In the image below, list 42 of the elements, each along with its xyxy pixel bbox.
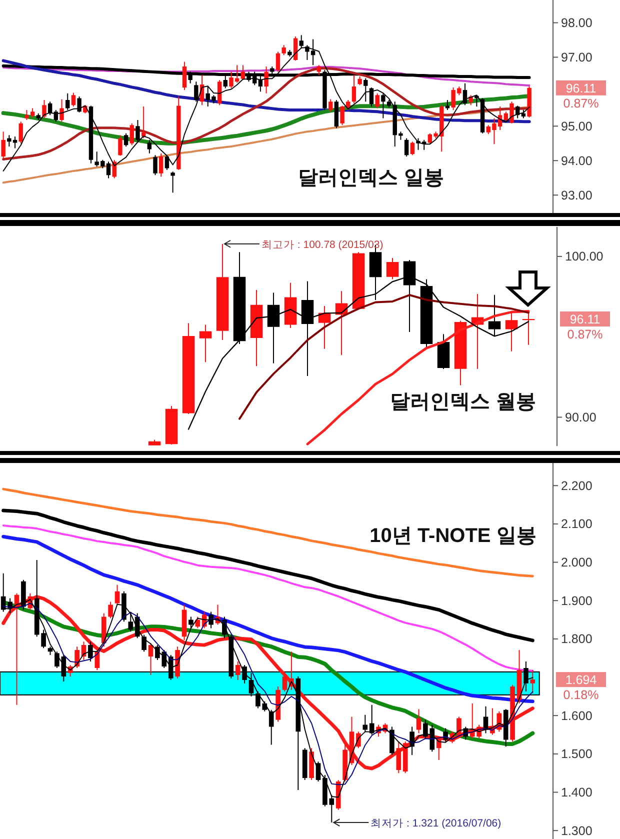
y-tick-label: 93.00 [561,188,592,202]
text: 0.18% [563,688,599,702]
candlestick [505,312,518,352]
candlestick [488,294,501,336]
y-tick-label: 1.500 [561,747,592,762]
y-tick-label: 97.00 [561,50,592,65]
line-series [2,508,534,642]
y-tick-label: 1.800 [561,632,592,646]
candlestick [170,172,175,193]
candlestick [182,323,195,414]
y-tick-label: 90.00 [565,410,596,425]
line-series [2,66,530,86]
y-tick-label: 94.00 [561,154,592,168]
y-tick-label: 95.00 [561,119,592,134]
candlestick [386,258,399,280]
y-tick-label: 2.000 [561,556,592,570]
annotation: 최저가 : 1.321 (2016/07/06) [370,818,502,830]
text: 96.11 [570,312,600,326]
text: 96.11 [566,81,596,96]
text: 1.694 [565,673,597,688]
candlestick [148,440,161,446]
y-tick-label: 2.100 [561,517,592,532]
y-tick-label: 100.00 [565,250,604,264]
y-tick-label: 1.400 [561,786,592,800]
candlestick [199,324,212,362]
text: 10년 T-NOTE 일봉 [370,525,536,547]
line-series [2,59,531,124]
y-tick-label: 1.300 [561,824,592,838]
annotation: 최고가 : 100.78 (2015/03) [262,238,384,251]
candlestick [165,406,178,445]
candlestick [364,78,368,102]
line-series [2,488,534,578]
line-series [2,524,534,672]
text: 0.87% [563,96,599,110]
text: 달러인덱스 일봉 [298,167,444,189]
candlestick [216,244,229,340]
y-tick-label: 1.900 [561,594,592,608]
text: 0.87% [567,327,603,342]
y-tick-label: 2.200 [561,478,592,493]
text: 달러인덱스 월봉 [390,391,536,413]
y-tick-label: 98.00 [561,16,592,30]
y-tick-label: 1.600 [561,708,592,723]
